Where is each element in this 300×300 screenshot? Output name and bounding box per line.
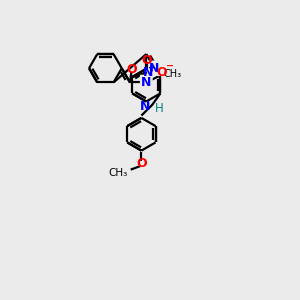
Text: +: + <box>148 63 156 73</box>
Text: CH₃: CH₃ <box>164 69 182 79</box>
Text: O: O <box>142 54 152 67</box>
Text: O: O <box>136 157 147 170</box>
Text: H: H <box>155 102 164 115</box>
Text: O: O <box>157 66 167 79</box>
Text: CH₃: CH₃ <box>108 168 128 178</box>
Text: N: N <box>143 66 154 79</box>
Text: N: N <box>141 76 152 89</box>
Text: N: N <box>140 100 150 112</box>
Text: N: N <box>149 62 160 75</box>
Text: ⁻: ⁻ <box>166 62 174 77</box>
Text: O: O <box>126 62 137 76</box>
